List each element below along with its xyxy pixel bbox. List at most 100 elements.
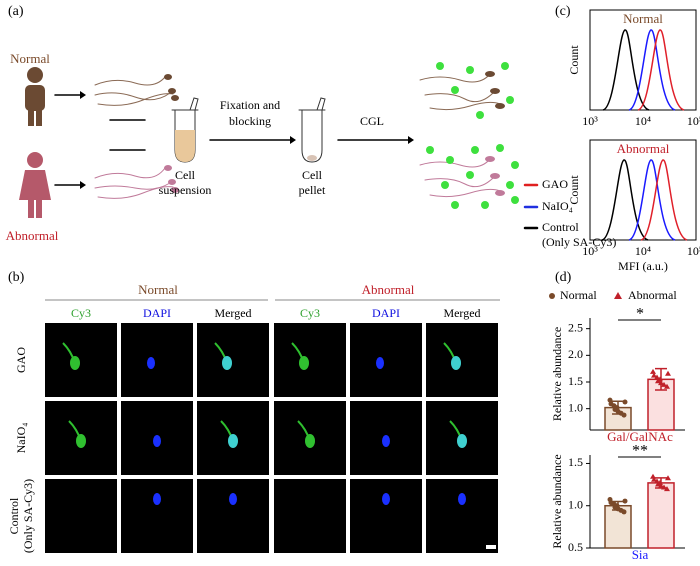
plot-title: Normal (623, 11, 663, 26)
x-tick-label: 10⁴ (635, 244, 651, 258)
nucleus (382, 493, 390, 505)
micrograph (274, 323, 346, 397)
point (658, 380, 664, 386)
histogram-curve (628, 159, 676, 241)
channel-label: Merged (443, 306, 480, 320)
step-label: blocking (229, 114, 271, 128)
nucleus (153, 435, 161, 447)
axis-label: Count (567, 175, 581, 205)
axis-label: Relative abundance (550, 454, 564, 548)
point (661, 381, 667, 387)
cell-stain (70, 356, 80, 370)
axis-label: MFI (a.u.) (618, 259, 668, 273)
legend-label: GAO (542, 177, 568, 191)
point (651, 372, 657, 378)
channel-label: Cy3 (71, 306, 91, 320)
channel-label: DAPI (143, 306, 171, 320)
micrograph (45, 479, 117, 553)
group-label: Normal (138, 282, 178, 297)
nucleus (147, 357, 155, 369)
significance: ** (632, 443, 648, 460)
histogram-curve (628, 29, 676, 111)
bar (647, 378, 675, 431)
x-label: Sia (632, 547, 649, 561)
cell-stain (228, 434, 238, 448)
cell-stain (451, 356, 461, 370)
row-label: (Only SA-Cy3) (21, 479, 35, 553)
sample-label: suspension (159, 183, 212, 197)
y-tick-label: 1.5 (568, 455, 583, 469)
point (658, 483, 664, 488)
sample-label: pellet (299, 183, 326, 197)
micrograph (350, 323, 422, 397)
scale-bar (486, 545, 496, 549)
y-tick-label: 0.5 (568, 540, 583, 554)
micrograph (426, 479, 498, 553)
point (665, 475, 671, 481)
panel-label: (d) (555, 270, 572, 285)
bar (647, 482, 675, 549)
cell-stain (222, 356, 232, 370)
point (665, 370, 671, 376)
axis-label: Count (567, 45, 581, 75)
nucleus (376, 357, 384, 369)
schematic (19, 62, 539, 230)
histogram-curve (640, 159, 688, 241)
point (661, 484, 667, 490)
micrograph (121, 323, 193, 397)
y-tick-label: 1.0 (568, 400, 583, 414)
plot-frame (589, 139, 697, 241)
nucleus (458, 493, 466, 505)
point (622, 498, 628, 504)
x-tick-label: 10³ (582, 244, 598, 258)
histogram-curve (601, 159, 649, 241)
nucleus (229, 493, 237, 505)
micrograph (274, 479, 346, 553)
micrograph (197, 479, 269, 553)
legend-label: (Only SA-Cy3) (542, 235, 616, 249)
cell-stain (299, 356, 309, 370)
legend-marker (549, 293, 555, 299)
point (622, 399, 628, 405)
step-label: Fixation and (220, 98, 280, 112)
micrograph (121, 479, 193, 553)
point (655, 481, 661, 487)
group-label: Normal (10, 51, 50, 66)
micrograph (350, 479, 422, 553)
x-tick-label: 10⁵ (687, 244, 700, 258)
sample-label: Cell (302, 168, 323, 182)
legend-label: Abnormal (628, 288, 677, 302)
histogram-curve (637, 29, 685, 111)
point (650, 473, 656, 479)
x-tick-label: 10⁴ (635, 114, 651, 128)
point (650, 368, 656, 374)
legend-label: NaIO₄ (542, 199, 573, 213)
x-label: Gal/GalNAc (607, 429, 673, 444)
group-label: Abnormal (362, 282, 415, 297)
channel-label: DAPI (372, 306, 400, 320)
point (608, 401, 614, 407)
x-tick-label: 10⁵ (687, 114, 700, 128)
channel-label: Cy3 (300, 306, 320, 320)
point (608, 500, 614, 506)
cell-stain (305, 434, 315, 448)
point (654, 374, 660, 380)
legend-label: Normal (560, 288, 597, 302)
micrograph (197, 323, 269, 397)
point (655, 378, 661, 384)
y-tick-label: 2.0 (568, 347, 583, 361)
panel-label: (c) (555, 4, 571, 19)
micrograph (426, 323, 498, 397)
row-label: NaIO₄ (14, 423, 28, 454)
cell-stain (457, 434, 467, 448)
row-label: Control (7, 497, 21, 534)
channel-label: Merged (214, 306, 251, 320)
legend-label: Control (542, 220, 579, 234)
plot-title: Abnormal (617, 141, 670, 156)
group-label: Abnormal (6, 228, 59, 243)
y-tick-label: 2.5 (568, 320, 583, 334)
point (664, 486, 670, 492)
micrograph (45, 323, 117, 397)
point (612, 406, 618, 412)
